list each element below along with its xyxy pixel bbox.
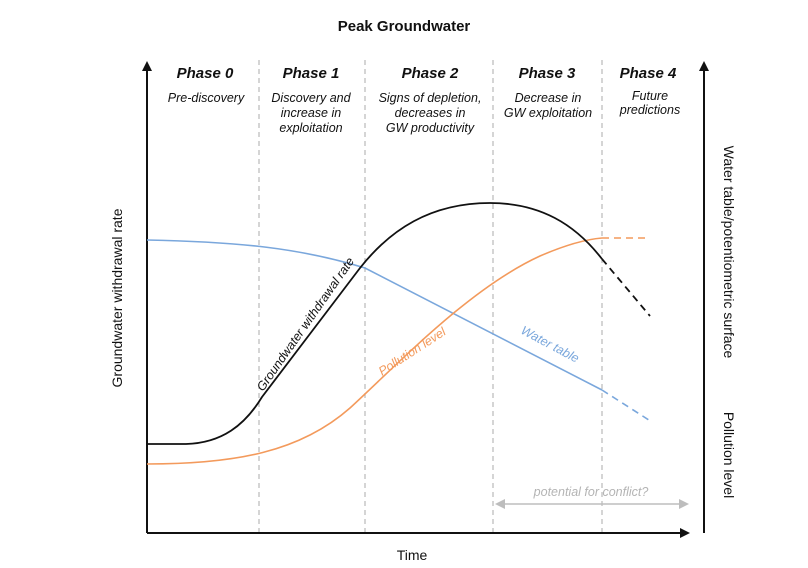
phase-1-title: Phase 1 [283, 65, 340, 82]
pollution-curve-label: Pollution level [376, 324, 449, 378]
pollution-curve [146, 237, 603, 465]
phase-3-desc-line-1: Decrease in [515, 91, 582, 105]
phase-0-desc-line-1: Pre-discovery [168, 91, 245, 105]
phase-1-desc-line-2: increase in [281, 106, 341, 120]
water-table-projection [601, 389, 653, 423]
phase-2-title: Phase 2 [402, 65, 459, 82]
water-table-curve-label: Water table [519, 323, 582, 365]
phase-dividers [258, 60, 603, 533]
withdrawal-curve-label: Groundwater withdrawal rate [254, 255, 357, 394]
x-axis-label: Time [397, 547, 428, 563]
phase-4-desc-line-2: predictions [619, 103, 680, 117]
phase-1-desc-line-3: exploitation [279, 121, 342, 135]
phase-4-title: Phase 4 [620, 65, 677, 82]
conflict-label: potential for conflict? [533, 485, 649, 499]
phase-3-title: Phase 3 [519, 65, 576, 82]
right-y-axis-label-pollution: Pollution level [721, 412, 737, 498]
phase-2-desc-line-2: decreases in [395, 106, 466, 120]
right-y-axis-label-water: Water table/potentiometric surface [721, 146, 737, 359]
phase-0-title: Phase 0 [177, 65, 234, 82]
diagram-title: Peak Groundwater [338, 18, 471, 35]
phase-2-desc-line-3: GW productivity [386, 121, 475, 135]
left-y-axis-label: Groundwater withdrawal rate [109, 208, 125, 387]
withdrawal-projection [601, 258, 651, 317]
phase-headings: Phase 0 Phase 1 Phase 2 Phase 3 Phase 4 … [168, 65, 680, 135]
phase-1-desc-line-1: Discovery and [271, 91, 351, 105]
water-table-curve [146, 239, 603, 391]
withdrawal-curve [147, 202, 603, 445]
phase-4-desc-line-1: Future [632, 89, 668, 103]
phase-2-desc-line-1: Signs of depletion, [379, 91, 482, 105]
phase-3-desc-line-2: GW exploitation [504, 106, 592, 120]
